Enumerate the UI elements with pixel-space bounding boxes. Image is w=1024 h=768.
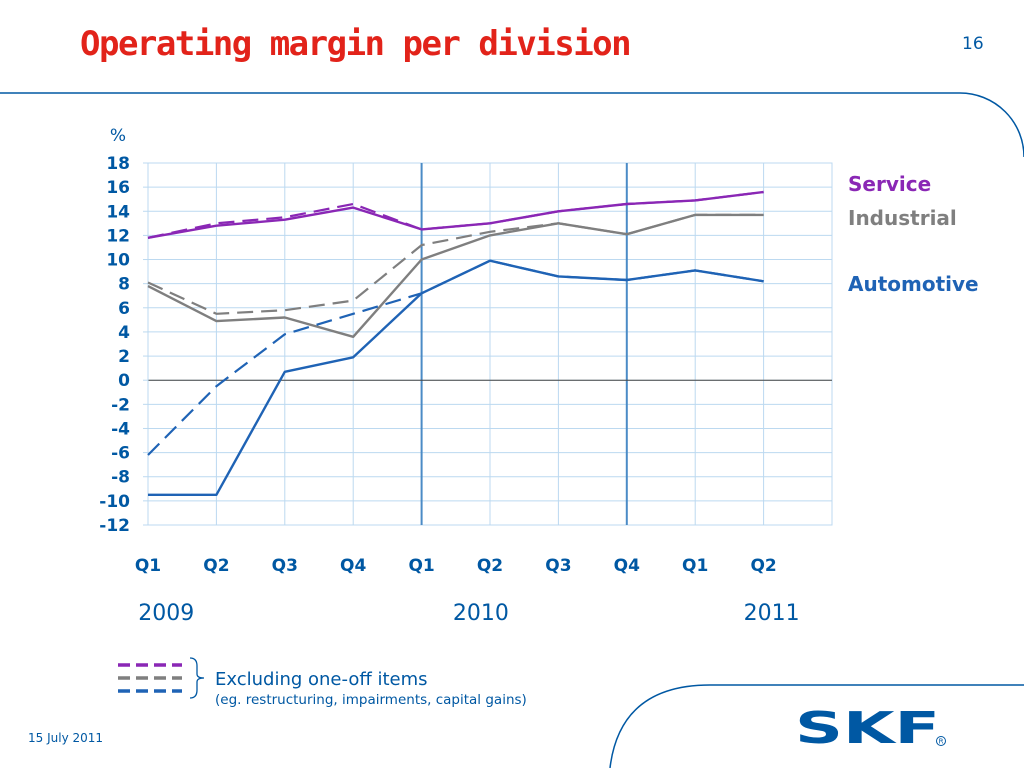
slide-title: Operating margin per division <box>80 24 632 64</box>
series-line-excluding-one-offs-dashed <box>147 213 764 315</box>
legend-brace <box>189 657 205 699</box>
y-tick-label: 8 <box>118 275 130 295</box>
y-tick-label: 2 <box>118 347 130 367</box>
logo-wordmark: SKF <box>795 710 940 750</box>
y-tick-label: -12 <box>99 516 130 536</box>
x-tick-label: Q3 <box>545 556 571 576</box>
year-label: 2009 <box>138 601 194 626</box>
series-line-excluding-one-offs-dashed <box>147 190 764 239</box>
y-tick-label: 12 <box>106 226 130 246</box>
year-label: 2010 <box>453 601 509 626</box>
skf-logo: SKF R <box>795 710 946 750</box>
series-line-industrial <box>147 213 764 338</box>
x-tick-label: Q1 <box>135 556 161 576</box>
legend-text-detail: (eg. restructuring, impairments, capital… <box>215 692 527 708</box>
y-tick-label: -6 <box>111 444 130 464</box>
x-tick-label: Q1 <box>408 556 434 576</box>
y-tick-label: -4 <box>111 419 130 439</box>
y-tick-label: 18 <box>106 154 130 174</box>
y-tick-label: 0 <box>118 371 130 391</box>
y-tick-label: 16 <box>106 178 130 198</box>
x-tick-label: Q1 <box>682 556 708 576</box>
series-label-industrial: Industrial <box>848 206 957 230</box>
series-line-service <box>147 190 764 239</box>
series-line-automotive <box>148 259 764 496</box>
y-tick-label: 10 <box>106 251 130 271</box>
page-number: 16 <box>962 34 984 54</box>
series-label-automotive: Automotive <box>848 272 979 296</box>
x-tick-label: Q3 <box>272 556 298 576</box>
y-axis-label: % <box>110 126 126 146</box>
series-line-excluding-one-offs-dashed <box>147 259 764 456</box>
footer-date: 15 July 2011 <box>28 731 104 745</box>
x-tick-label: Q4 <box>614 556 640 576</box>
x-tick-label: Q2 <box>477 556 503 576</box>
svg-text:R: R <box>939 738 944 746</box>
y-tick-label: 6 <box>118 299 130 319</box>
legend-text-main: Excluding one-off items <box>215 669 428 690</box>
y-tick-label: -10 <box>99 492 130 512</box>
legend-dash-swatches <box>118 657 205 699</box>
y-tick-label: 4 <box>118 323 130 343</box>
y-tick-label: 14 <box>106 202 130 222</box>
y-tick-label: -2 <box>111 395 130 415</box>
year-label: 2011 <box>744 601 800 626</box>
x-tick-label: Q4 <box>340 556 366 576</box>
series-label-service: Service <box>848 172 931 196</box>
y-tick-label: -8 <box>111 468 130 488</box>
x-tick-label: Q2 <box>750 556 776 576</box>
x-tick-label: Q2 <box>203 556 229 576</box>
